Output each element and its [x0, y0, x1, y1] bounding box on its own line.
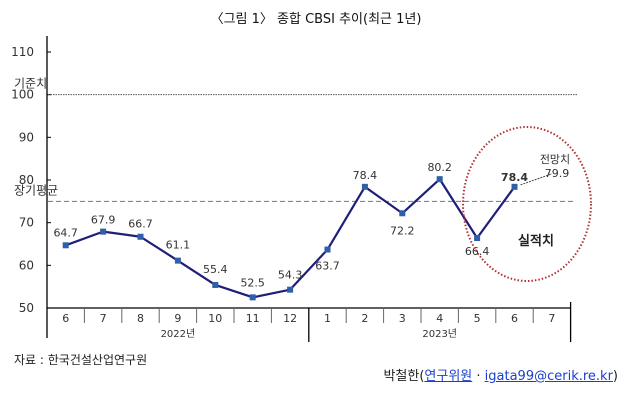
x-tick-label: 6	[62, 312, 69, 325]
x-tick-label: 9	[174, 312, 181, 325]
x-tick-label: 7	[548, 312, 555, 325]
data-marker	[287, 286, 294, 293]
data-marker	[212, 281, 219, 288]
y-tick-label: 70	[19, 216, 34, 230]
actual-label: 실적치	[518, 233, 554, 249]
data-label: 55.4	[203, 263, 228, 276]
data-marker	[511, 183, 518, 190]
x-tick-label: 4	[436, 312, 443, 325]
byline-separator: ·	[472, 369, 485, 384]
data-marker	[100, 228, 107, 235]
data-marker	[324, 246, 331, 253]
data-marker	[62, 242, 69, 249]
y-tick-label: 90	[19, 130, 34, 144]
data-label: 78.4	[501, 171, 528, 184]
x-tick-label: 3	[399, 312, 406, 325]
data-label: 66.4	[465, 245, 490, 258]
data-marker	[361, 183, 368, 190]
data-label: 64.7	[53, 226, 78, 239]
data-marker	[436, 176, 443, 183]
y-tick-label: 80	[19, 173, 34, 187]
y-tick-label: 110	[11, 45, 34, 59]
x-tick-label: 7	[100, 312, 107, 325]
author-email-link[interactable]: igata99@cerik.re.kr	[484, 369, 613, 384]
x-tick-label: 10	[208, 312, 222, 325]
year-label: 2023년	[422, 328, 457, 340]
data-marker	[137, 233, 144, 240]
data-label: 52.5	[240, 276, 265, 289]
year-label: 2022년	[161, 328, 196, 340]
data-marker	[174, 257, 181, 264]
author-byline: 박철한(연구위원 · igata99@cerik.re.kr)	[383, 365, 618, 384]
x-tick-label: 1	[324, 312, 331, 325]
byline-close: )	[612, 369, 618, 384]
data-label: 63.7	[315, 260, 340, 273]
y-tick-label: 100	[11, 88, 34, 102]
data-label: 78.4	[353, 169, 378, 182]
forecast-label: 전망치	[540, 153, 570, 166]
x-tick-label: 8	[137, 312, 144, 325]
data-label: 72.2	[390, 224, 415, 237]
reference-line-label: 장기평균	[14, 183, 58, 197]
highlight-ellipse	[462, 126, 592, 282]
y-tick-label: 60	[19, 258, 34, 272]
x-tick-label: 6	[511, 312, 518, 325]
x-tick-label: 2	[361, 312, 368, 325]
data-marker	[474, 235, 481, 242]
author-name: 박철한(	[383, 369, 425, 384]
reference-line-label: 기준치	[14, 77, 47, 91]
y-tick-label: 50	[19, 301, 34, 315]
data-label: 54.3	[278, 269, 303, 282]
x-tick-label: 5	[474, 312, 481, 325]
data-label: 67.9	[91, 214, 116, 227]
data-label: 80.2	[427, 161, 452, 174]
source-note: 자료 : 한국건설산업연구원	[14, 353, 148, 367]
x-tick-label: 12	[283, 312, 297, 325]
forecast-pointer	[520, 173, 553, 186]
forecast-value: 79.9	[545, 167, 570, 180]
data-label: 66.7	[128, 218, 153, 231]
author-role-link[interactable]: 연구위원	[424, 369, 473, 384]
data-label: 61.1	[166, 239, 191, 252]
data-marker	[399, 210, 406, 217]
x-tick-label: 11	[246, 312, 260, 325]
data-marker	[249, 294, 256, 301]
chart-title: 〈그림 1〉 종합 CBSI 추이(최근 1년)	[210, 12, 422, 27]
